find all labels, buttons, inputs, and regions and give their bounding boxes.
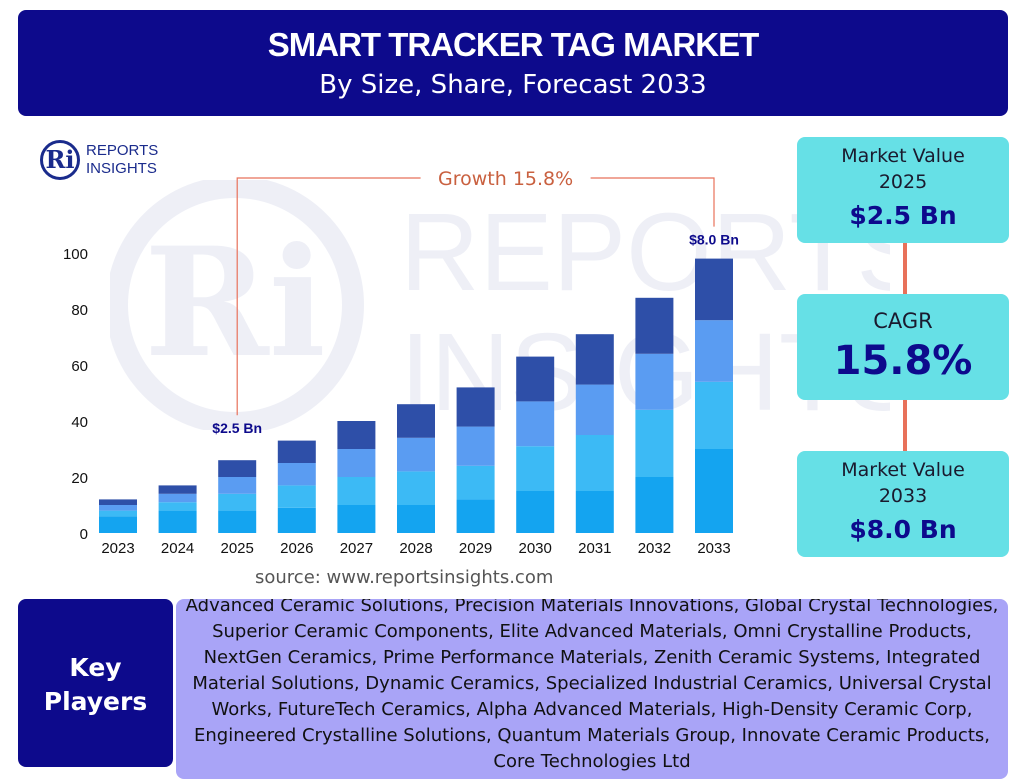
growth-line-right: [590, 177, 715, 227]
bar-segment: [397, 437, 435, 472]
y-tick-label: 80: [71, 302, 88, 319]
bar-segment: [218, 460, 257, 477]
bar-segment: [99, 510, 137, 517]
bar-series: [99, 258, 733, 533]
key-players-box: Advanced Ceramic Solutions, Precision Ma…: [176, 599, 1008, 779]
growth-line-left: [236, 177, 421, 416]
bar-segment: [456, 426, 495, 466]
end-value-label: $8.0 Bn: [689, 232, 739, 248]
bar-segment: [99, 516, 137, 533]
card-cagr: CAGR 15.8%: [797, 294, 1009, 400]
y-tick-label: 100: [63, 246, 88, 263]
x-tick-label: 2030: [519, 540, 552, 557]
y-tick-label: 20: [71, 470, 88, 487]
bar-segment: [456, 499, 495, 533]
x-tick-label: 2033: [697, 540, 730, 557]
card1-label-line1: Market Value: [841, 145, 965, 167]
x-tick-label: 2028: [399, 540, 432, 557]
x-tick-label: 2032: [638, 540, 671, 557]
bar-segment: [158, 502, 197, 511]
source-text: source: www.reportsinsights.com: [255, 567, 554, 588]
card2-value: 15.8%: [833, 338, 973, 384]
bar-segment: [277, 463, 316, 486]
bar-segment: [158, 510, 197, 533]
bar-segment: [218, 493, 257, 511]
bar-segment: [337, 449, 376, 477]
bar-segment: [695, 320, 733, 382]
x-tick-label: 2029: [459, 540, 492, 557]
bar-segment: [397, 404, 435, 438]
bar-segment: [337, 505, 376, 533]
bar-segment: [575, 384, 614, 435]
connector-line: [903, 400, 907, 451]
x-tick-label: 2026: [280, 540, 313, 557]
header-banner: SMART TRACKER TAG MARKET By Size, Share,…: [18, 10, 1008, 116]
y-tick-label: 0: [80, 526, 88, 543]
bar-segment: [337, 477, 376, 505]
bar-segment: [575, 491, 614, 533]
bar-segment: [575, 334, 614, 385]
bar-segment: [635, 477, 674, 533]
logo-mark: Ri: [40, 140, 80, 180]
start-value-label: $2.5 Bn: [212, 420, 262, 436]
bar-segment: [99, 505, 137, 511]
key-players-label: Key Players: [18, 599, 173, 767]
key-players-list: Advanced Ceramic Solutions, Precision Ma…: [185, 599, 999, 772]
card-market-value-2025: Market Value 2025 $2.5 Bn: [797, 137, 1009, 243]
bar-segment: [635, 409, 674, 477]
x-tick-label: 2023: [101, 540, 134, 557]
x-tick-label: 2031: [578, 540, 611, 557]
card-market-value-2033: Market Value 2033 $8.0 Bn: [797, 451, 1009, 557]
bar-segment: [695, 449, 733, 533]
key-players-label-line1: Key: [69, 653, 122, 682]
bar-segment: [456, 387, 495, 427]
x-tick-label: 2025: [221, 540, 254, 557]
card2-label: CAGR: [873, 309, 933, 333]
y-axis: 0 20 40 60 80 100: [63, 246, 88, 543]
bar-segment: [575, 435, 614, 491]
bar-segment: [99, 499, 137, 505]
bar-segment: [695, 381, 733, 449]
connector-line: [903, 243, 907, 294]
growth-label: Growth 15.8%: [438, 168, 573, 190]
x-tick-label: 2027: [340, 540, 373, 557]
logo-text: REPORTS INSIGHTS: [86, 142, 158, 178]
bar-segment: [516, 491, 555, 533]
y-tick-label: 40: [71, 414, 88, 431]
page-subtitle: By Size, Share, Forecast 2033: [319, 70, 707, 100]
bar-segment: [158, 493, 197, 503]
bar-segment: [516, 401, 555, 447]
bar-segment: [516, 446, 555, 491]
logo-line1: REPORTS: [86, 142, 159, 159]
bar-segment: [218, 510, 257, 533]
card1-value: $2.5 Bn: [849, 201, 957, 230]
key-players-label-line2: Players: [43, 687, 148, 716]
card3-value: $8.0 Bn: [849, 515, 957, 544]
bar-segment: [397, 505, 435, 533]
x-tick-label: 2024: [161, 540, 194, 557]
bar-segment: [218, 477, 257, 494]
logo-line2: INSIGHTS: [86, 160, 157, 177]
bar-segment: [456, 465, 495, 500]
bar-segment: [397, 471, 435, 505]
bar-segment: [337, 421, 376, 449]
page-title: SMART TRACKER TAG MARKET: [267, 26, 760, 63]
x-axis: 2023 2024 2025 2026 2027 2028 2029 2030 2031 2032…: [101, 540, 730, 557]
bar-segment: [277, 485, 316, 508]
brand-logo: Ri REPORTS INSIGHTS: [40, 140, 200, 186]
bar-segment: [635, 353, 674, 410]
card3-label-line2: 2033: [878, 485, 928, 507]
card1-label-line2: 2025: [878, 171, 928, 193]
bar-segment: [158, 485, 197, 494]
bar-segment: [516, 356, 555, 402]
bar-segment: [695, 258, 733, 321]
growth-annotation: $2.5 Bn $8.0 Bn Growth 15.8%: [212, 168, 739, 436]
y-tick-label: 60: [71, 358, 88, 375]
bar-segment: [635, 297, 674, 354]
bar-segment: [277, 507, 316, 533]
card3-label-line1: Market Value: [841, 459, 965, 481]
bar-segment: [277, 440, 316, 463]
